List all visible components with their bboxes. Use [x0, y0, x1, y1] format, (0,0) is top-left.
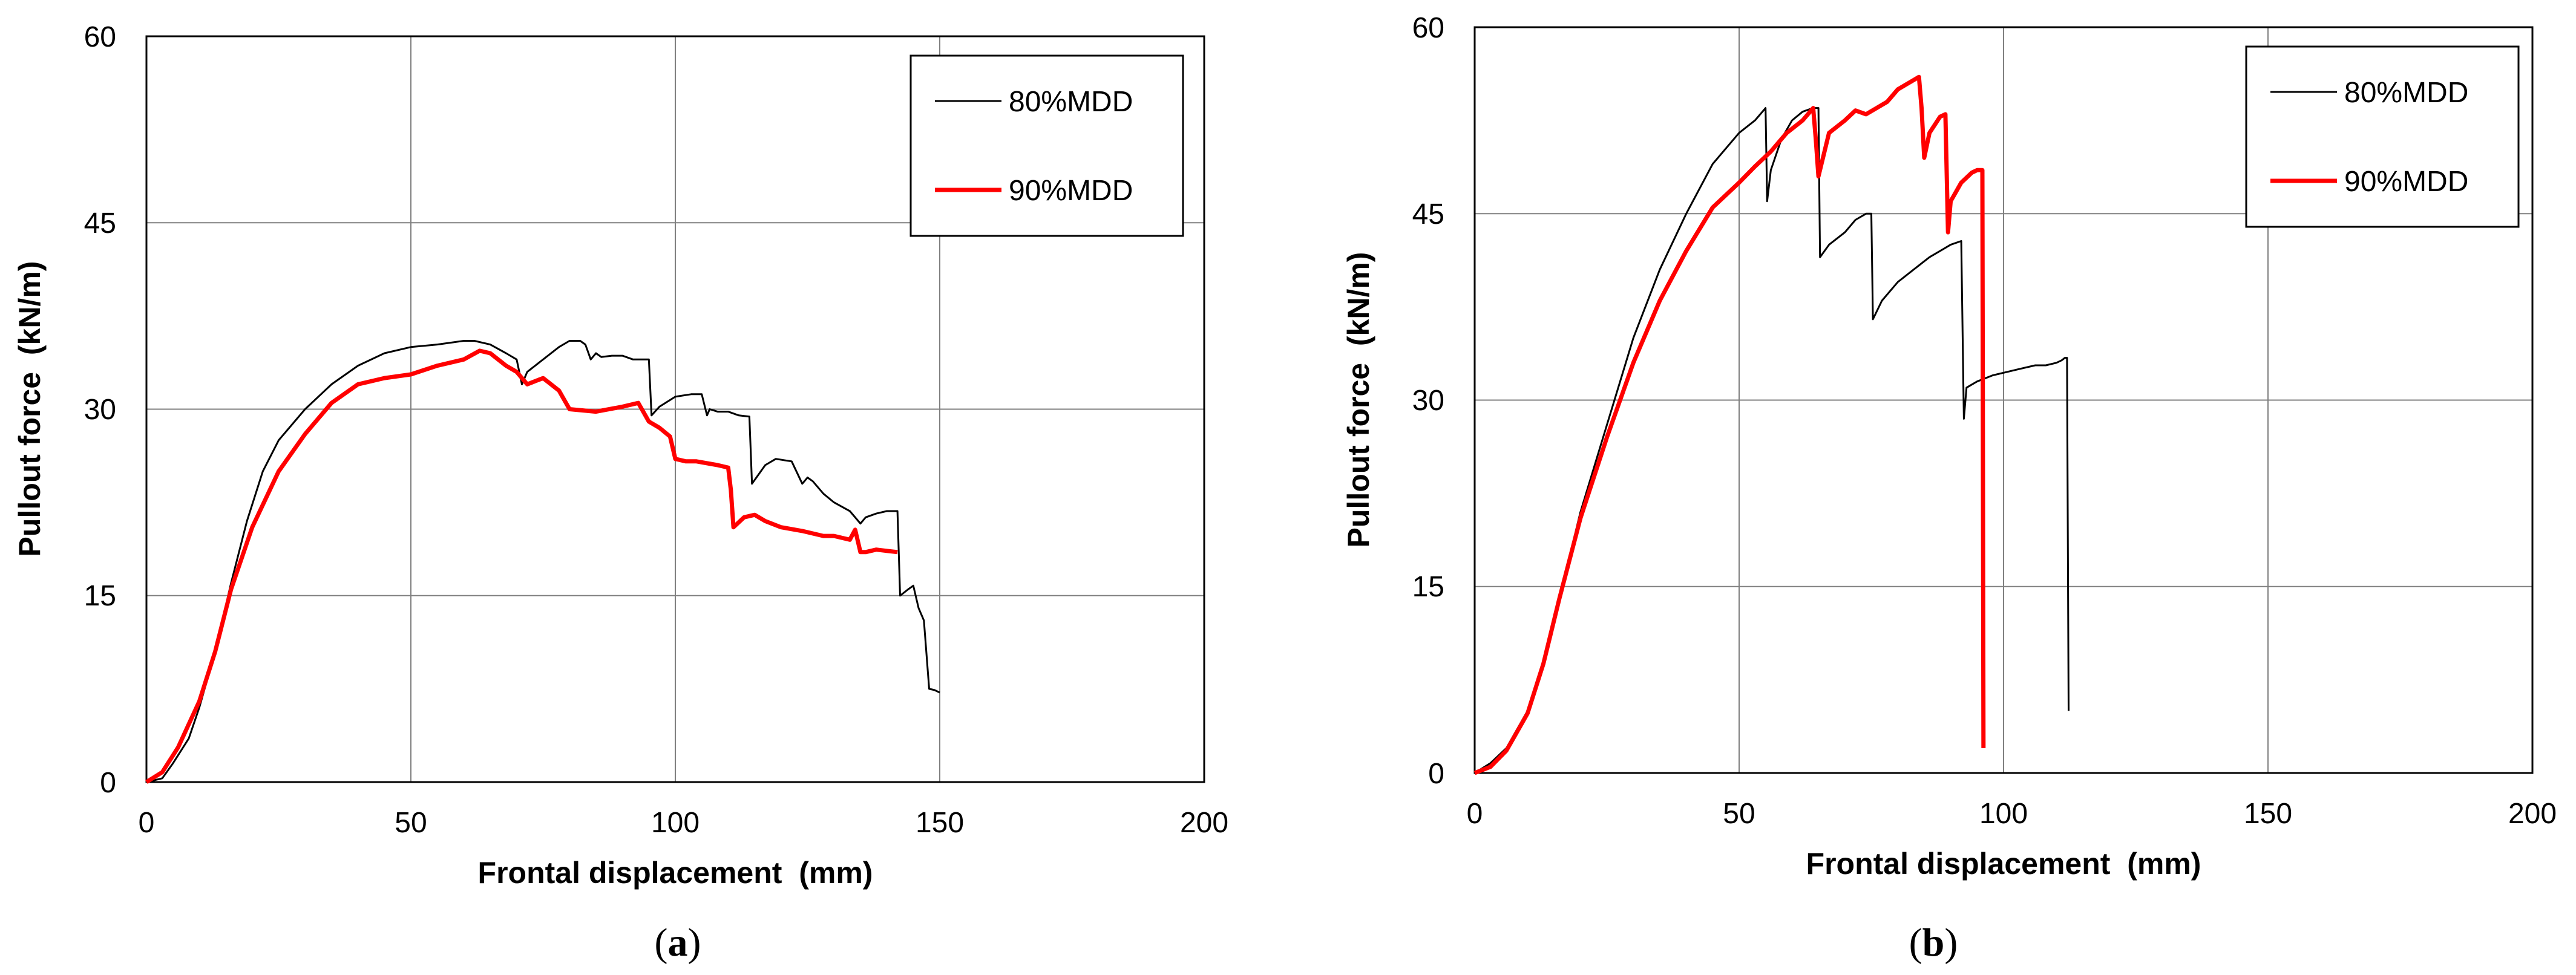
legend-label-b-80mdd: 80%MDD: [2344, 77, 2468, 109]
x-tick-a-200: 200: [1180, 807, 1228, 839]
x-axis-label-b: Frontal displacement (mm): [1806, 847, 2201, 881]
caption-a: (a): [655, 921, 701, 965]
series-line-b-90mdd: [1473, 74, 1986, 775]
y-tick-a-60: 60: [84, 21, 116, 53]
y-tick-a-15: 15: [84, 580, 116, 612]
legend-b: 80%MDD 90%MDD: [2245, 45, 2520, 228]
series-line-a-80mdd: [146, 340, 940, 783]
legend-label-a-90mdd: 90%MDD: [1009, 175, 1133, 207]
y-tick-b-45: 45: [1412, 198, 1444, 230]
series-line-b-80mdd: [1474, 107, 2070, 774]
x-tick-b-100: 100: [1979, 798, 2028, 830]
y-tick-a-0: 0: [100, 767, 116, 799]
legend-box-b: [2245, 45, 2520, 228]
legend-label-b-90mdd: 90%MDD: [2344, 166, 2468, 198]
plot-frame-b: [1473, 26, 2534, 774]
y-tick-a-30: 30: [84, 394, 116, 426]
legend-a: 80%MDD 90%MDD: [909, 54, 1184, 237]
x-tick-b-150: 150: [2244, 798, 2292, 830]
chart-panel-b: 60 45 30 15 0 0 50 100 150 200 Frontal d…: [1342, 12, 2557, 965]
y-tick-b-0: 0: [1428, 758, 1444, 790]
y-tick-b-15: 15: [1412, 571, 1444, 603]
caption-b: (b): [1909, 921, 1958, 965]
x-tick-b-50: 50: [1723, 798, 1755, 830]
x-tick-a-0: 0: [139, 807, 155, 839]
y-tick-b-60: 60: [1412, 12, 1444, 44]
x-tick-b-200: 200: [2508, 798, 2557, 830]
plot-frame-a: [145, 35, 1205, 783]
caption-letter-b: b: [1922, 921, 1945, 965]
x-tick-a-100: 100: [651, 807, 700, 839]
x-axis-label-a: Frontal displacement (mm): [478, 856, 873, 890]
y-axis-label-a: Pullout force (kN/m): [13, 261, 47, 557]
legend-box-a: [909, 54, 1184, 237]
x-tick-a-150: 150: [916, 807, 964, 839]
legend-label-a-80mdd: 80%MDD: [1009, 86, 1133, 118]
grid-b: [1475, 27, 2532, 773]
y-tick-b-30: 30: [1412, 385, 1444, 417]
y-axis-label-b: Pullout force (kN/m): [1342, 252, 1375, 548]
chart-panel-a: 60 45 30 15 0 0 50 100 150 200 Frontal d…: [13, 21, 1228, 965]
series-line-a-90mdd: [145, 348, 898, 784]
caption-letter-a: a: [668, 921, 688, 965]
x-tick-b-0: 0: [1467, 798, 1483, 830]
x-tick-a-50: 50: [395, 807, 427, 839]
y-tick-a-45: 45: [84, 207, 116, 240]
